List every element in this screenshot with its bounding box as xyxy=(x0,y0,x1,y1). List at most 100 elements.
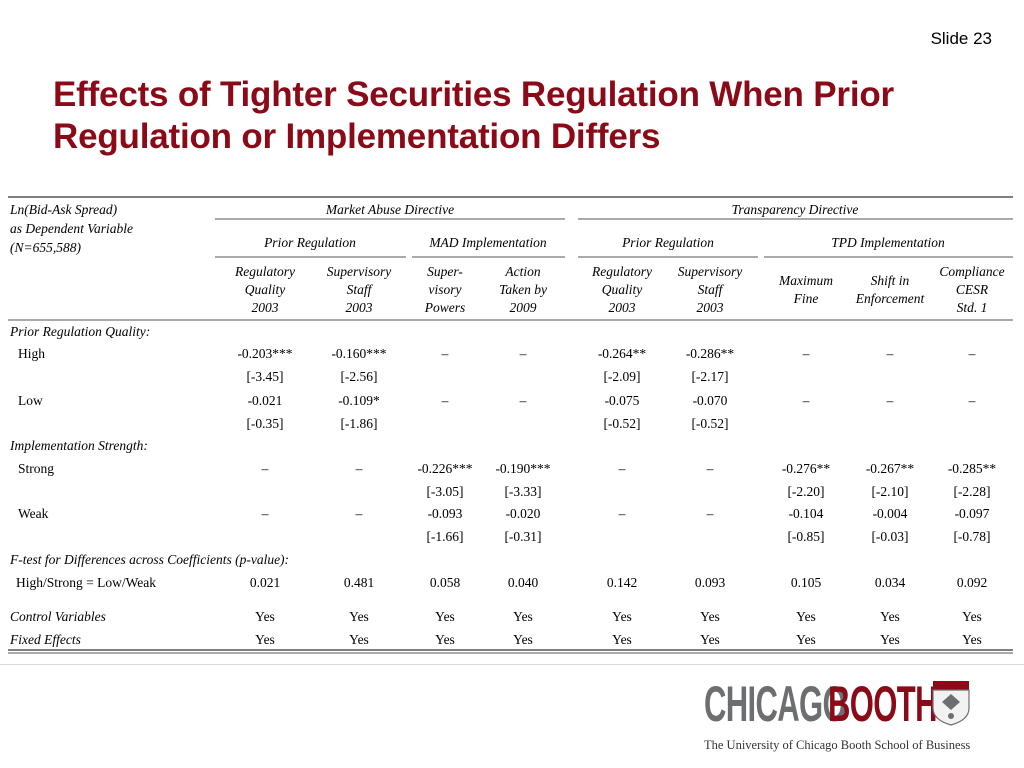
row-label-ftest: High/Strong = Low/Weak xyxy=(16,575,156,590)
cell-control-values-9: Yes xyxy=(962,609,982,624)
column-header-5-line-3: 2003 xyxy=(609,300,636,315)
cell-fixed-values-4: Yes xyxy=(513,632,533,647)
cell-weak-tstat-4: [-0.31] xyxy=(504,529,541,544)
column-header-3-line-1: Super- xyxy=(427,264,463,279)
column-header-6-line-3: 2003 xyxy=(697,300,724,315)
column-header-8-line-1: Shift in xyxy=(871,273,910,288)
sub-header-mad-impl: MAD Implementation xyxy=(428,235,547,250)
cell-low-coef-8: – xyxy=(886,393,894,408)
cell-weak-coef-8: -0.004 xyxy=(873,506,908,521)
cell-low-coef-7: – xyxy=(802,393,810,408)
title-line-1: Effects of Tighter Securities Regulation… xyxy=(53,75,894,114)
cell-high-coef-7: – xyxy=(802,346,810,361)
cell-strong-coef-6: – xyxy=(706,461,714,476)
cell-high-coef-3: – xyxy=(441,346,449,361)
column-header-1-line-2: Quality xyxy=(245,282,286,297)
cell-strong-coef-2: – xyxy=(355,461,363,476)
university-crest-icon xyxy=(932,681,970,726)
chicago-booth-logo: CHICAGO BOOTH The University of Chicago … xyxy=(700,678,1000,758)
cell-control-values-6: Yes xyxy=(700,609,720,624)
regression-table: Ln(Bid-Ask Spread) as Dependent Variable… xyxy=(8,195,1013,655)
cell-control-values-1: Yes xyxy=(255,609,275,624)
cell-low-coef-1: -0.021 xyxy=(248,393,283,408)
cell-strong-tstat-4: [-3.33] xyxy=(504,484,541,499)
cell-high-coef-8: – xyxy=(886,346,894,361)
cell-low-tstat-1: [-0.35] xyxy=(246,416,283,431)
row-label-control: Control Variables xyxy=(10,609,106,624)
cell-low-coef-2: -0.109* xyxy=(338,393,380,408)
row-label-strong: Strong xyxy=(18,461,54,476)
cell-weak-coef-3: -0.093 xyxy=(428,506,463,521)
column-header-3-line-2: visory xyxy=(429,282,462,297)
cell-high-coef-6: -0.286** xyxy=(686,346,735,361)
cell-high-tstat-1: [-3.45] xyxy=(246,369,283,384)
slide-number: Slide 23 xyxy=(930,29,992,48)
column-header-2-line-2: Staff xyxy=(347,282,374,297)
column-header-7-line-2: Fine xyxy=(793,291,819,306)
logo-booth-text: BOOTH xyxy=(828,676,937,732)
cell-low-tstat-2: [-1.86] xyxy=(340,416,377,431)
cell-fixed-values-3: Yes xyxy=(435,632,455,647)
title-line-2: Regulation or Implementation Differs xyxy=(53,117,661,156)
column-header-2-line-3: 2003 xyxy=(346,300,373,315)
table-cells: -0.203*** -0.160*** – – -0.264** -0.286** – – – [… xyxy=(237,346,996,647)
cell-strong-coef-7: -0.276** xyxy=(782,461,831,476)
row-label-fixed: Fixed Effects xyxy=(9,632,81,647)
cell-weak-coef-1: – xyxy=(261,506,269,521)
column-header-7-line-1: Maximum xyxy=(778,273,833,288)
cell-control-values-2: Yes xyxy=(349,609,369,624)
cell-weak-coef-7: -0.104 xyxy=(789,506,824,521)
cell-strong-coef-5: – xyxy=(618,461,626,476)
cell-ftest-values-7: 0.105 xyxy=(791,575,822,590)
cell-strong-coef-8: -0.267** xyxy=(866,461,915,476)
cell-weak-coef-6: – xyxy=(706,506,714,521)
cell-high-tstat-5: [-2.09] xyxy=(603,369,640,384)
cell-low-coef-4: – xyxy=(519,393,527,408)
cell-ftest-values-9: 0.092 xyxy=(957,575,987,590)
sub-header-tpd-impl: TPD Implementation xyxy=(831,235,945,250)
column-header-9-line-3: Std. 1 xyxy=(957,300,988,315)
footer-divider xyxy=(0,664,1024,665)
cell-weak-tstat-7: [-0.85] xyxy=(787,529,824,544)
cell-weak-tstat-3: [-1.66] xyxy=(426,529,463,544)
cell-fixed-values-9: Yes xyxy=(962,632,982,647)
cell-control-values-8: Yes xyxy=(880,609,900,624)
cell-weak-coef-5: – xyxy=(618,506,626,521)
cell-weak-coef-4: -0.020 xyxy=(506,506,541,521)
group-header-mad: Market Abuse Directive xyxy=(325,202,454,217)
cell-strong-tstat-7: [-2.20] xyxy=(787,484,824,499)
column-header-8-line-2: Enforcement xyxy=(855,291,926,306)
cell-fixed-values-7: Yes xyxy=(796,632,816,647)
column-header-5-line-2: Quality xyxy=(602,282,643,297)
cell-fixed-values-5: Yes xyxy=(612,632,632,647)
cell-high-tstat-2: [-2.56] xyxy=(340,369,377,384)
column-header-1-line-3: 2003 xyxy=(252,300,279,315)
cell-ftest-values-8: 0.034 xyxy=(875,575,906,590)
cell-strong-tstat-3: [-3.05] xyxy=(426,484,463,499)
column-header-3-line-3: Powers xyxy=(424,300,466,315)
cell-high-coef-2: -0.160*** xyxy=(331,346,386,361)
cell-control-values-3: Yes xyxy=(435,609,455,624)
cell-low-tstat-5: [-0.52] xyxy=(603,416,640,431)
cell-strong-tstat-9: [-2.28] xyxy=(953,484,990,499)
cell-low-coef-6: -0.070 xyxy=(693,393,728,408)
cell-weak-coef-2: – xyxy=(355,506,363,521)
cell-ftest-values-6: 0.093 xyxy=(695,575,726,590)
cell-high-coef-9: – xyxy=(968,346,976,361)
corner-line-1: Ln(Bid-Ask Spread) xyxy=(9,202,118,217)
cell-ftest-values-4: 0.040 xyxy=(508,575,539,590)
section-ftest: F-test for Differences across Coefficien… xyxy=(9,552,289,567)
cell-fixed-values-8: Yes xyxy=(880,632,900,647)
cell-fixed-values-2: Yes xyxy=(349,632,369,647)
cell-high-coef-4: – xyxy=(519,346,527,361)
column-header-6-line-2: Staff xyxy=(698,282,725,297)
cell-control-values-4: Yes xyxy=(513,609,533,624)
cell-weak-coef-9: -0.097 xyxy=(955,506,990,521)
cell-weak-tstat-9: [-0.78] xyxy=(953,529,990,544)
cell-low-coef-3: – xyxy=(441,393,449,408)
row-label-low: Low xyxy=(18,393,43,408)
column-header-6-line-1: Supervisory xyxy=(678,264,743,279)
corner-line-2: as Dependent Variable xyxy=(10,221,133,236)
cell-strong-coef-3: -0.226*** xyxy=(417,461,472,476)
cell-strong-tstat-8: [-2.10] xyxy=(871,484,908,499)
